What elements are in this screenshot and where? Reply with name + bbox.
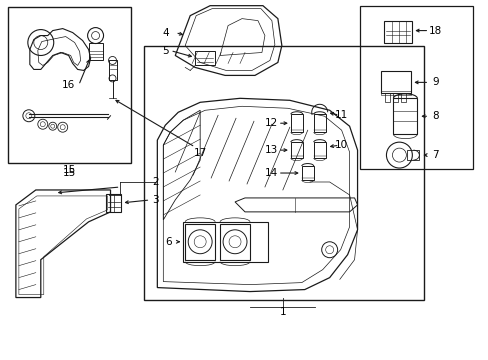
Text: 1: 1	[279, 307, 285, 318]
Bar	[88, 42, 102, 60]
Bar	[385, 93, 389, 102]
Text: 10: 10	[334, 140, 347, 150]
Bar	[108, 60, 117, 80]
Text: 5: 5	[162, 45, 168, 55]
Text: 15: 15	[63, 168, 76, 178]
Bar	[8, 7, 131, 163]
Bar	[105, 194, 121, 212]
Text: 18: 18	[428, 26, 441, 36]
Text: 17: 17	[193, 148, 206, 158]
Text: 15: 15	[63, 165, 76, 175]
Text: 6: 6	[164, 237, 171, 247]
Bar	[144, 45, 424, 300]
Bar	[185, 224, 215, 260]
Bar	[407, 150, 419, 160]
Bar	[381, 71, 410, 93]
Bar	[313, 142, 325, 158]
Text: 12: 12	[264, 118, 278, 128]
Bar	[313, 114, 325, 132]
Bar	[195, 50, 215, 66]
Bar	[384, 21, 411, 42]
Text: 16: 16	[62, 80, 75, 90]
Bar	[401, 93, 406, 102]
Text: 3: 3	[152, 195, 158, 205]
Bar	[359, 6, 472, 169]
Text: 14: 14	[264, 168, 278, 178]
Text: 4: 4	[162, 28, 168, 37]
Bar	[393, 93, 398, 102]
Bar	[183, 222, 267, 262]
Text: 7: 7	[431, 150, 438, 160]
Bar	[290, 142, 302, 158]
Text: 9: 9	[431, 77, 438, 87]
Text: 2: 2	[152, 177, 158, 187]
Bar	[381, 91, 410, 95]
Bar	[290, 114, 302, 132]
Text: 13: 13	[264, 145, 278, 155]
Bar	[393, 98, 416, 134]
Bar	[301, 166, 313, 180]
Bar	[220, 224, 249, 260]
Text: 11: 11	[334, 110, 347, 120]
Text: 8: 8	[431, 111, 438, 121]
